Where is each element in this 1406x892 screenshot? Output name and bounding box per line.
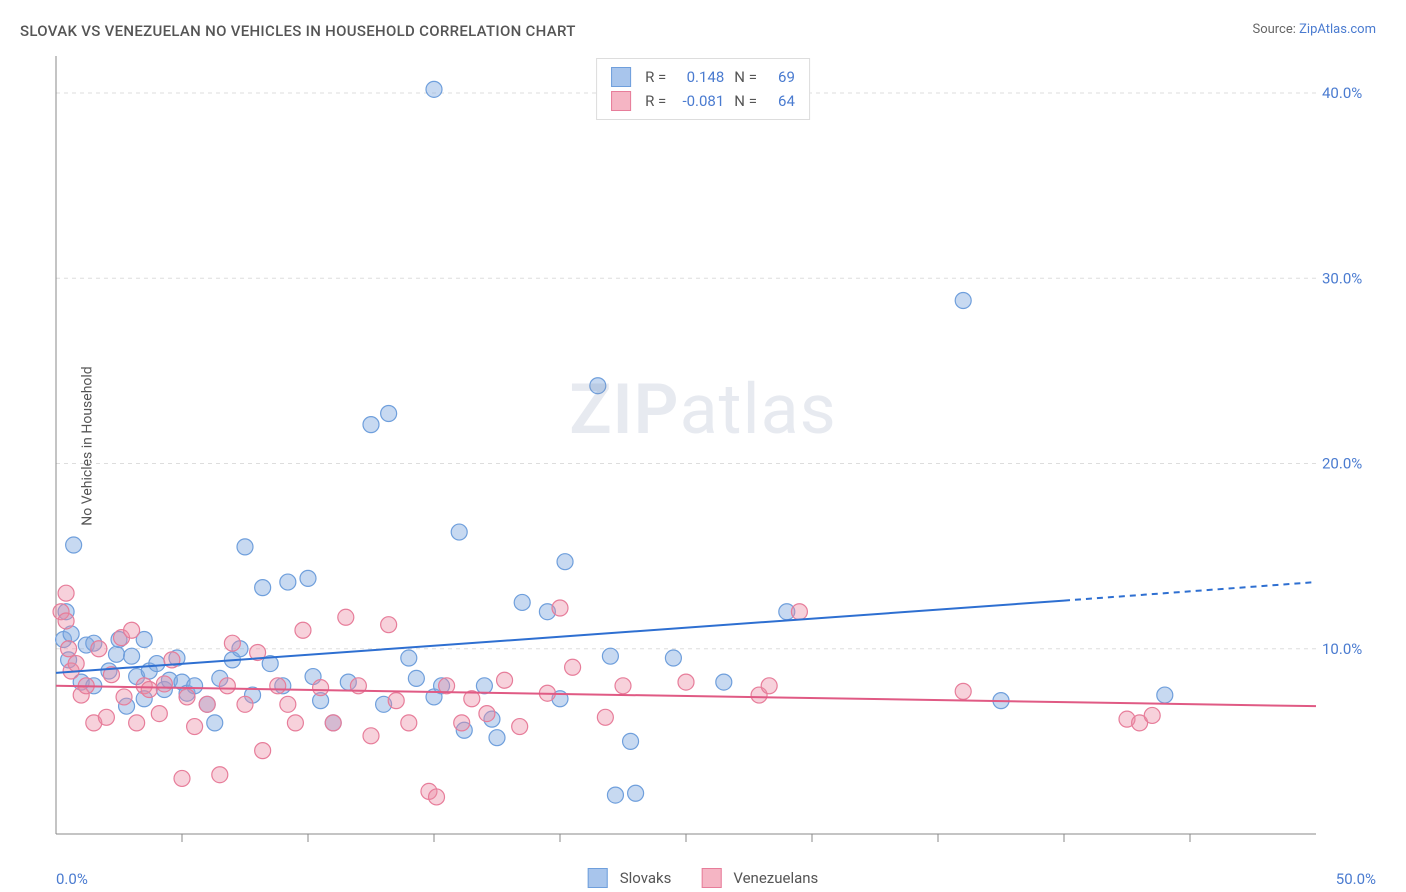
chart-title: SLOVAK VS VENEZUELAN NO VEHICLES IN HOUS… [20, 22, 576, 40]
source-prefix: Source: [1252, 22, 1299, 37]
legend-stat-row: R = -0.081 N = 64 [611, 89, 795, 113]
r-label: R = [645, 89, 666, 113]
legend-stats: R = 0.148 N = 69 R = -0.081 N = 64 [596, 58, 810, 120]
legend-series-item: Venezuelans [701, 868, 818, 888]
r-value: 0.148 [676, 65, 724, 89]
legend-swatch [611, 67, 631, 87]
svg-text:20.0%: 20.0% [1322, 455, 1362, 473]
legend-stat-row: R = 0.148 N = 69 [611, 65, 795, 89]
legend-swatch [701, 868, 721, 888]
x-axis-max-label: 50.0% [1336, 870, 1376, 888]
legend-series-label: Venezuelans [733, 869, 818, 887]
legend-series-item: Slovaks [588, 868, 672, 888]
legend-series-label: Slovaks [620, 869, 672, 887]
svg-text:10.0%: 10.0% [1322, 640, 1362, 658]
n-value: 64 [767, 89, 795, 113]
legend-swatch [611, 91, 631, 111]
r-label: R = [645, 65, 666, 89]
n-label: N = [734, 65, 757, 89]
legend-series: Slovaks Venezuelans [588, 868, 819, 888]
correlation-scatter-chart: 10.0% 20.0% 30.0% 40.0% [50, 50, 1370, 860]
n-value: 69 [767, 65, 795, 89]
source-attribution: Source: ZipAtlas.com [1252, 22, 1376, 37]
svg-text:30.0%: 30.0% [1322, 269, 1362, 287]
source-link[interactable]: ZipAtlas.com [1299, 22, 1376, 37]
legend-swatch [588, 868, 608, 888]
r-value: -0.081 [676, 89, 724, 113]
x-axis-min-label: 0.0% [56, 870, 88, 888]
svg-text:40.0%: 40.0% [1322, 84, 1362, 102]
n-label: N = [734, 89, 757, 113]
